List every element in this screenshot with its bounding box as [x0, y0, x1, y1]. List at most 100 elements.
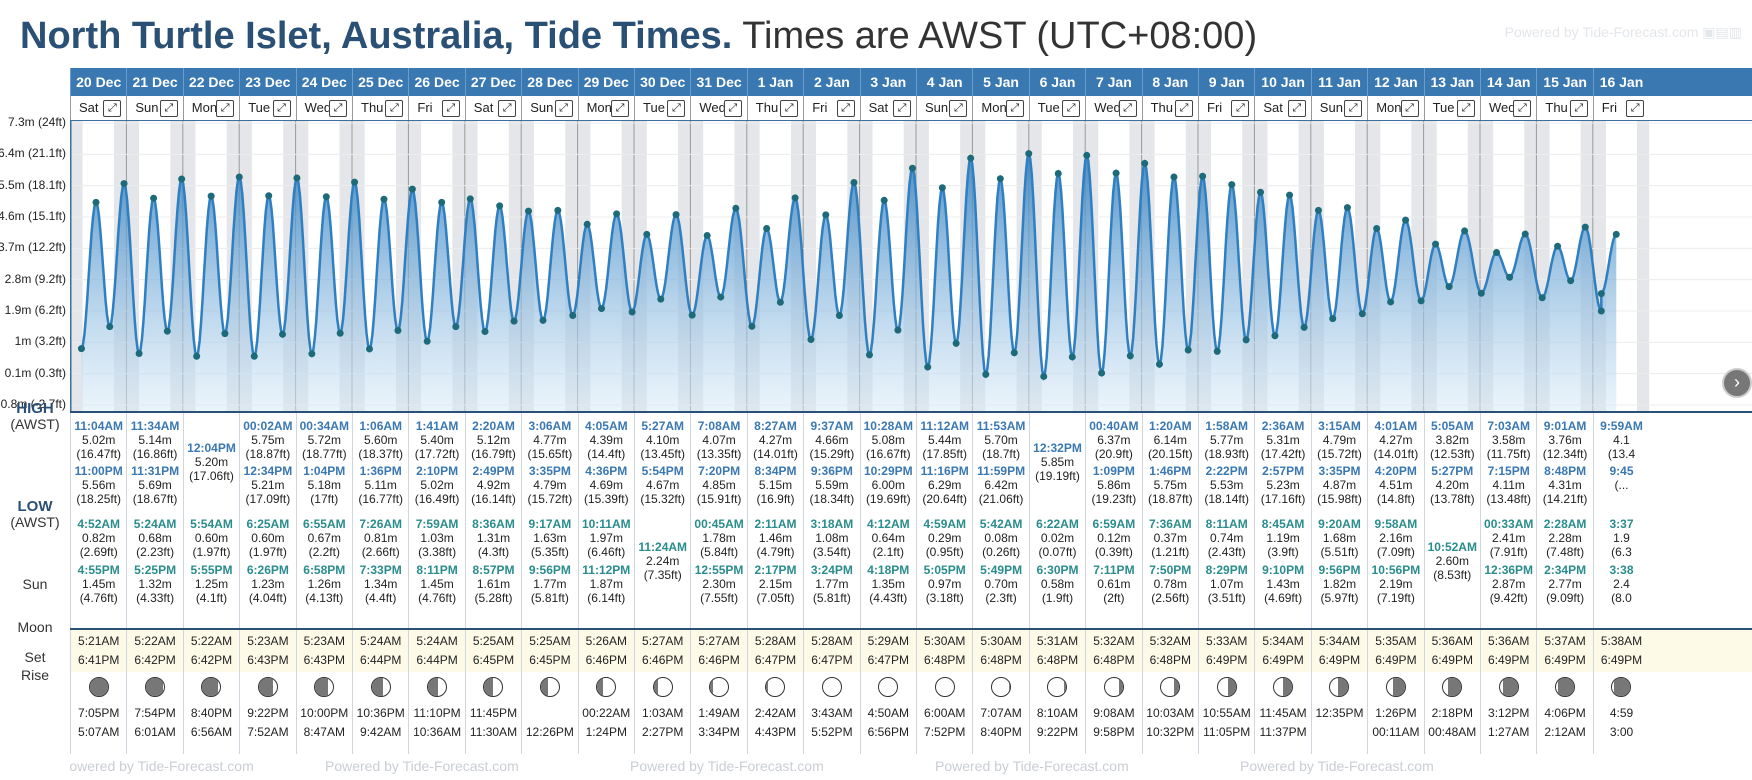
high-tide-point [996, 175, 1004, 183]
weekday-cell: Wed ⤢ [1480, 96, 1536, 120]
expand-icon[interactable]: ⤢ [610, 100, 629, 117]
expand-icon[interactable]: ⤢ [1287, 100, 1306, 117]
high-tide-time: 2:57PM [1262, 464, 1305, 478]
moon-day-cell: 1:49AM 3:34PM [690, 672, 746, 754]
low-tide-entry: 8:45AM 1.19m (3.9ft) [1255, 517, 1310, 559]
expand-icon[interactable]: ⤢ [780, 100, 799, 117]
high-tide-point [1493, 249, 1501, 257]
low-tide-time: 4:18PM [867, 563, 910, 577]
moon-phase-icon [1385, 677, 1406, 697]
high-tide-point [1112, 169, 1120, 177]
weekday-cell: Thu ⤢ [1536, 96, 1592, 120]
low-tide-point [776, 298, 784, 306]
next-arrow-button[interactable]: › [1722, 368, 1752, 398]
expand-icon[interactable]: ⤢ [328, 100, 347, 117]
low-tide-height-m: 0.74m [1210, 531, 1244, 545]
tide-day-cell: 9:59AM 4.1 (13.4 9:45 (... 3:37 1.9 (6.3 3:38 2.4… [1592, 413, 1649, 628]
sunrise-time: 5:22AM [134, 634, 176, 648]
footer-watermark: Powered by Tide-Forecast.com [1240, 758, 1434, 774]
low-tide-time: 7:33PM [359, 563, 402, 577]
expand-icon[interactable]: ⤢ [216, 100, 235, 117]
expand-icon[interactable]: ⤢ [836, 100, 855, 117]
high-tide-height-ft: (18.25ft) [76, 492, 122, 506]
expand-icon[interactable]: ⤢ [103, 100, 122, 117]
expand-icon[interactable]: ⤢ [1231, 100, 1250, 117]
moonrise-time: 3:34PM [698, 725, 740, 739]
expand-icon[interactable]: ⤢ [723, 100, 742, 117]
high-tide-time: 5:27AM [641, 419, 685, 433]
sunrise-time: 5:26AM [585, 634, 627, 648]
expand-icon[interactable]: ⤢ [554, 100, 573, 117]
moonrise-time: 6:56AM [190, 725, 233, 739]
sunrise-time: 5:27AM [642, 634, 684, 648]
moon-phase-icon [652, 677, 673, 697]
low-tide-entry: 3:37 1.9 (6.3 [1594, 517, 1649, 559]
low-tide-time: 10:52AM [1427, 540, 1477, 554]
expand-icon[interactable]: ⤢ [1344, 100, 1363, 117]
moonset-time: 1:26PM [1375, 706, 1417, 720]
weekday-label: Sun [1319, 100, 1343, 115]
expand-icon[interactable]: ⤢ [1400, 100, 1419, 117]
sunset-time: 6:46PM [642, 653, 684, 667]
low-tide-time: 8:11PM [416, 563, 458, 577]
expand-icon[interactable]: ⤢ [159, 100, 178, 117]
weekday-label: Sun [530, 100, 554, 115]
low-tide-time: 8:36AM [472, 517, 515, 531]
expand-icon[interactable]: ⤢ [1513, 100, 1532, 117]
high-tide-time: 1:46PM [1149, 464, 1192, 478]
date-cell: 14 Jan [1480, 68, 1536, 96]
low-tide-height-ft: (6.3 [1611, 545, 1632, 559]
weekday-label: Thu [755, 100, 779, 115]
low-tide-point [1538, 294, 1546, 302]
expand-icon[interactable]: ⤢ [1569, 100, 1588, 117]
sunrise-time: 5:36AM [1488, 634, 1530, 648]
date-cell: 22 Dec [182, 68, 239, 96]
moon-shadow [258, 678, 274, 696]
low-tide-height-ft: (8.53ft) [1433, 568, 1472, 582]
expand-icon[interactable]: ⤢ [441, 100, 460, 117]
high-tide-height-ft: (20.64ft) [922, 492, 968, 506]
expand-icon[interactable]: ⤢ [1456, 100, 1475, 117]
expand-icon[interactable]: ⤢ [1174, 100, 1193, 117]
expand-icon[interactable]: ⤢ [1005, 100, 1024, 117]
low-tide-height-m: 2.19m [1379, 577, 1413, 591]
moon-shadow [540, 678, 549, 696]
high-tide-time: 3:35PM [1318, 464, 1361, 478]
high-tide-entry: 12:04PM 5.20m (17.06ft) [184, 441, 239, 483]
sun-day-cell: 5:27AM 6:46PM [634, 630, 690, 672]
high-tide-point [207, 192, 215, 200]
low-tide-height-ft: (3.54ft) [812, 545, 851, 559]
high-tide-height-ft: (18.14ft) [1204, 492, 1250, 506]
low-tide-height-ft: (2.1ft) [872, 545, 904, 559]
high-tide-height-ft: (15.65ft) [527, 447, 573, 461]
low-tide-height-ft: (1.97ft) [192, 545, 231, 559]
high-tide-entry: 2:57PM 5.23m (17.16ft) [1255, 464, 1310, 506]
low-tide-entry: 12:55PM 2.30m (7.55ft) [691, 563, 746, 605]
moon-phase-icon [765, 677, 786, 697]
expand-icon[interactable]: ⤢ [1626, 100, 1645, 117]
expand-icon[interactable]: ⤢ [498, 100, 517, 117]
expand-icon[interactable]: ⤢ [892, 100, 911, 117]
tide-day-cell: 7:03AM 3.58m (11.75ft) 7:15PM 4.11m (13.48ft)… [1480, 413, 1536, 628]
moonrise-time: 12:26PM [525, 725, 574, 739]
high-label: HIGH [16, 400, 54, 417]
high-tide-height-ft: (16.67ft) [865, 447, 911, 461]
sunset-time: 6:44PM [360, 653, 402, 667]
sunrise-time: 5:31AM [1036, 634, 1079, 648]
expand-icon[interactable]: ⤢ [667, 100, 686, 117]
low-tide-entry: 7:50PM 0.78m (2.56ft) [1143, 563, 1198, 605]
expand-icon[interactable]: ⤢ [1118, 100, 1137, 117]
date-cell: 12 Jan [1367, 68, 1423, 96]
high-tide-height-ft: (14.01ft) [1373, 447, 1419, 461]
weekday-cell: Sat ⤢ [70, 96, 126, 120]
expand-icon[interactable]: ⤢ [272, 100, 291, 117]
high-tide-height-ft: (15.72ft) [1317, 447, 1362, 461]
low-tide-entry: 5:05PM 0.97m (3.18ft) [917, 563, 972, 605]
moon-day-cell: 10:00PM 8:47AM [295, 672, 352, 754]
high-tide-point [1402, 216, 1410, 224]
high-tide-time: 12:34PM [243, 464, 293, 478]
expand-icon[interactable]: ⤢ [1062, 100, 1081, 117]
expand-icon[interactable]: ⤢ [949, 100, 968, 117]
expand-icon[interactable]: ⤢ [385, 100, 404, 117]
low-tide-time: 9:17AM [528, 517, 572, 531]
